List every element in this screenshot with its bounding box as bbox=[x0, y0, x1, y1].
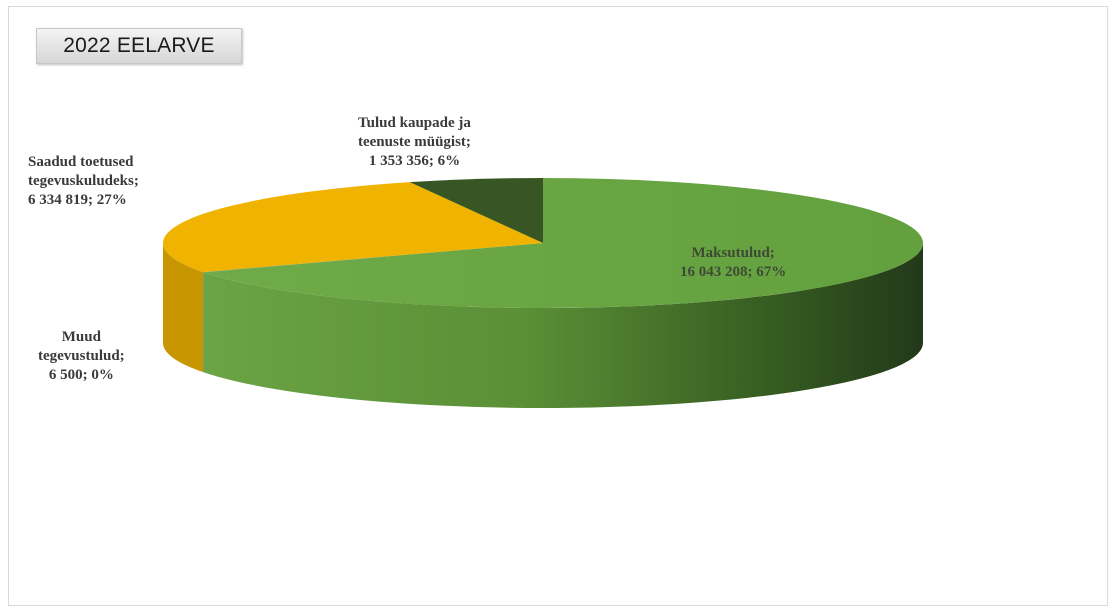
pie-slice-side-0 bbox=[203, 243, 923, 408]
slice-label-line: 6 500; 0% bbox=[48, 367, 114, 383]
chart-title: 2022 EELARVE bbox=[63, 34, 215, 57]
slice-label-tulud-kaupade: Tulud kaupade ja teenuste müügist; 1 353… bbox=[358, 114, 471, 171]
pie-slice-2 bbox=[163, 182, 543, 273]
slice-label-line: tegevustulud; bbox=[38, 348, 125, 364]
pie-slice-3 bbox=[409, 178, 543, 243]
pie-slice-0 bbox=[203, 178, 923, 308]
slice-label-maksutulud: Maksutulud; 16 043 208; 67% bbox=[680, 244, 786, 282]
slice-label-line: 6 334 819; 27% bbox=[28, 192, 127, 208]
slice-label-saadud-toetused: Saadud toetused tegevuskuludeks; 6 334 8… bbox=[28, 153, 139, 210]
chart-title-box: 2022 EELARVE bbox=[36, 28, 242, 64]
slice-label-line: teenuste müügist; bbox=[358, 134, 471, 150]
slice-label-line: Maksutulud; bbox=[691, 245, 775, 261]
slice-label-muud-tegevustulud: Muud tegevustulud; 6 500; 0% bbox=[38, 328, 125, 385]
slice-label-line: Muud bbox=[61, 329, 101, 345]
slice-label-line: Tulud kaupade ja bbox=[358, 115, 471, 131]
slice-label-line: 1 353 356; 6% bbox=[368, 153, 461, 169]
slice-label-line: tegevuskuludeks; bbox=[28, 173, 139, 189]
slice-label-line: 16 043 208; 67% bbox=[680, 264, 787, 280]
slice-label-line: Saadud toetused bbox=[28, 154, 134, 170]
pie-slice-1 bbox=[203, 243, 544, 273]
pie-slice-side-2 bbox=[163, 243, 204, 373]
